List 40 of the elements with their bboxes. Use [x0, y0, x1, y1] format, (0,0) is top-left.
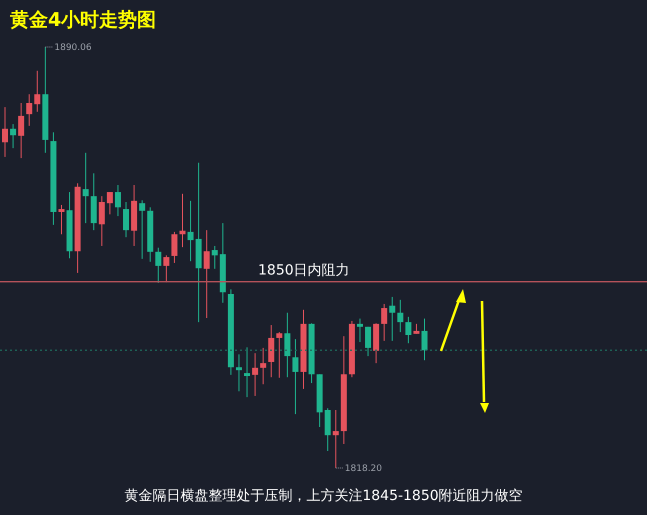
candlestick: [18, 102, 24, 159]
candlestick: [244, 346, 250, 398]
candlestick: [236, 354, 242, 392]
candlestick: [10, 124, 16, 149]
candlestick: [356, 318, 363, 343]
candlestick: [34, 70, 40, 112]
candlestick: [292, 338, 298, 415]
candlestick: [163, 254, 170, 283]
candlestick: [276, 332, 282, 378]
candlestick: [381, 303, 388, 342]
candlestick: [98, 196, 105, 246]
chart-title: 黄金4小时走势图: [9, 9, 156, 31]
candlestick: [332, 410, 339, 468]
candlestick: [114, 184, 121, 217]
candlestick: [188, 200, 194, 262]
candlestick: [139, 200, 146, 260]
candlestick: [204, 230, 210, 319]
annotation: 1818.20: [344, 464, 382, 474]
candlestick: [155, 247, 162, 284]
candlestick: [2, 106, 8, 158]
candlestick: [212, 245, 218, 270]
candlestick: [171, 231, 178, 264]
candlestick: [123, 202, 130, 238]
candlestick: [389, 296, 396, 342]
annotation: 1890.06: [54, 43, 92, 53]
text: 黄金隔日横盘整理处于压制，上方关注1845-1850附近阻力做空: [124, 488, 523, 504]
candlestick: [82, 152, 89, 224]
candlestick: [422, 318, 428, 361]
candlestick: [106, 192, 113, 215]
candlestick: [26, 94, 32, 126]
candlestick: [284, 312, 290, 378]
candlestick: [58, 204, 64, 235]
candlestick: [365, 326, 372, 357]
candlestick: [405, 316, 412, 344]
candlestick: [252, 352, 258, 396]
ref-line-label: 1850日内阻力: [258, 262, 350, 279]
candlestick: [179, 193, 186, 248]
candlestick: [397, 299, 404, 333]
candlestick: [260, 347, 266, 385]
candlestick: [413, 323, 420, 334]
